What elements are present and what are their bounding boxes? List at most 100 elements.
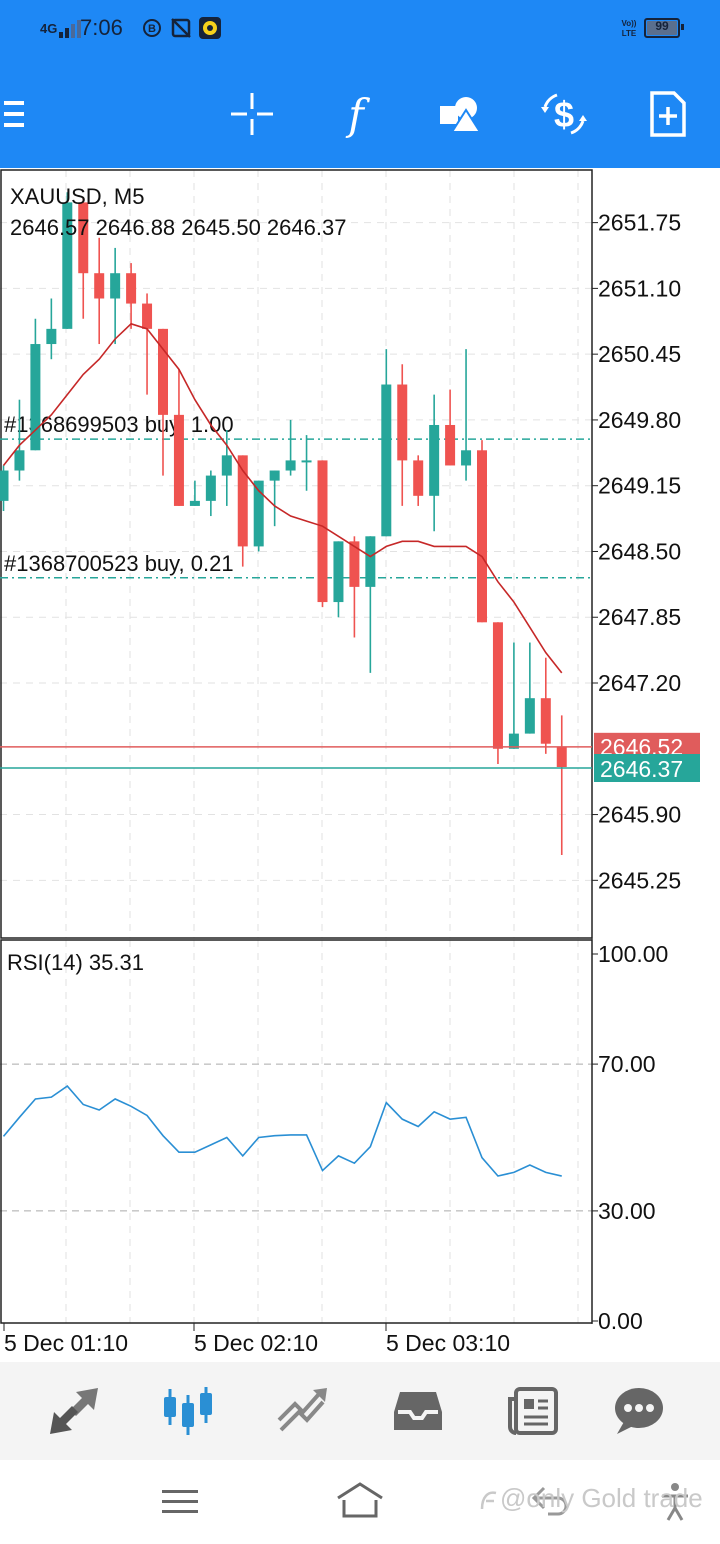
order-lines: #1368699503 buy, 1.00 #1368700523 buy, 0.… bbox=[0, 412, 592, 579]
candle-body bbox=[142, 303, 153, 329]
bid-price-label: 2646.37 bbox=[600, 756, 683, 782]
rsi-title: RSI(14) 35.31 bbox=[7, 950, 144, 975]
candle-body bbox=[285, 460, 296, 471]
rsi-line bbox=[2, 1085, 562, 1177]
time-tick-label: 5 Dec 01:10 bbox=[4, 1330, 128, 1356]
indicators-button[interactable]: f bbox=[326, 84, 386, 144]
candlesticks bbox=[0, 192, 567, 856]
rsi-tick-label: 100.00 bbox=[598, 941, 668, 967]
candle-body bbox=[349, 541, 360, 587]
volte-icon: Vo))LTE bbox=[622, 19, 637, 38]
b-badge-icon: B bbox=[143, 19, 161, 37]
candle-body bbox=[540, 698, 551, 744]
candle-body bbox=[301, 460, 312, 463]
symbol-timeframe: XAUUSD, M5 bbox=[10, 184, 144, 209]
candle-body bbox=[477, 450, 487, 623]
status-icons: B bbox=[142, 12, 222, 44]
rsi-tick-label: 30.00 bbox=[598, 1198, 656, 1224]
accessibility-icon[interactable] bbox=[660, 1482, 690, 1522]
price-tick-label: 2649.80 bbox=[598, 407, 681, 433]
candle-body bbox=[94, 273, 105, 299]
price-tick-label: 2651.75 bbox=[598, 210, 681, 236]
candle-body bbox=[253, 480, 264, 547]
svg-text:$: $ bbox=[554, 94, 574, 135]
newspaper-icon bbox=[508, 1387, 558, 1435]
price-tick-label: 2647.85 bbox=[598, 604, 681, 630]
price-tick-label: 2645.25 bbox=[598, 867, 681, 893]
menu-button[interactable] bbox=[0, 84, 30, 144]
price-tick-label: 2650.45 bbox=[598, 341, 681, 367]
candle-body bbox=[556, 746, 567, 767]
price-tick-label: 2648.50 bbox=[598, 538, 681, 564]
candle-body bbox=[221, 455, 232, 476]
time-tick-label: 5 Dec 02:10 bbox=[194, 1330, 318, 1356]
recents-menu-icon[interactable] bbox=[162, 1488, 198, 1516]
candle-body bbox=[381, 384, 392, 537]
svg-text:Vo)): Vo)) bbox=[622, 19, 637, 28]
candle-body bbox=[46, 328, 57, 345]
price-tick-label: 2651.10 bbox=[598, 275, 681, 301]
candle-body bbox=[78, 202, 89, 274]
candle-body bbox=[62, 202, 73, 329]
battery-icon: 99 bbox=[644, 18, 684, 38]
nav-trade[interactable] bbox=[268, 1380, 338, 1442]
candle-body bbox=[158, 328, 168, 415]
crosshair-button[interactable] bbox=[222, 84, 282, 144]
time-tick-label: 5 Dec 03:10 bbox=[386, 1330, 510, 1356]
quotes-arrows-icon bbox=[50, 1388, 98, 1434]
candle-body bbox=[110, 273, 121, 299]
objects-button[interactable] bbox=[430, 84, 490, 144]
price-tick-label: 2649.15 bbox=[598, 473, 681, 499]
nav-messages[interactable] bbox=[603, 1380, 673, 1442]
candle-body bbox=[317, 460, 328, 603]
svg-text:B: B bbox=[148, 23, 156, 35]
trade-trend-icon bbox=[277, 1388, 327, 1432]
moving-average-line bbox=[2, 322, 563, 674]
battery-indicator: 99 bbox=[644, 12, 684, 44]
symbols-button[interactable]: $ bbox=[534, 84, 594, 144]
candle-body bbox=[237, 455, 248, 547]
rsi-tick-label: 0.00 bbox=[598, 1308, 643, 1334]
objects-icon bbox=[440, 97, 482, 133]
candle-body bbox=[205, 475, 216, 501]
candle-body bbox=[524, 698, 535, 734]
price-scale: 2651.75 2651.10 2650.45 2649.80 2649.15 2648.… bbox=[592, 210, 681, 893]
candle-body bbox=[397, 384, 408, 461]
nav-history[interactable] bbox=[383, 1380, 453, 1442]
candle-body bbox=[126, 273, 137, 304]
app-notification-icon bbox=[199, 17, 221, 39]
chart-area[interactable]: #1368699503 buy, 1.00 #1368700523 buy, 0.… bbox=[0, 168, 720, 1362]
home-icon[interactable] bbox=[336, 1482, 384, 1518]
candle-body bbox=[30, 344, 41, 451]
volte-indicator: Vo)) LTE bbox=[618, 12, 640, 44]
no-sim-icon bbox=[171, 18, 191, 38]
candle-body bbox=[0, 470, 9, 501]
rsi-scale: 100.00 70.00 30.00 0.00 bbox=[592, 941, 668, 1334]
clock: 7:06 bbox=[80, 15, 123, 40]
candles-icon bbox=[164, 1387, 212, 1435]
nav-quotes[interactable] bbox=[39, 1380, 109, 1442]
candle-body bbox=[429, 424, 440, 496]
crosshair-icon bbox=[231, 93, 273, 135]
nav-chart[interactable] bbox=[153, 1380, 223, 1442]
time-scale: 5 Dec 01:10 5 Dec 02:10 5 Dec 03:10 bbox=[3, 1323, 510, 1356]
inbox-tray-icon bbox=[394, 1392, 442, 1430]
nav-news[interactable] bbox=[497, 1380, 567, 1442]
chat-bubble-icon bbox=[615, 1388, 663, 1434]
rsi-grid bbox=[0, 1063, 592, 1212]
rsi-pane-border bbox=[0, 939, 593, 1324]
candle-body bbox=[461, 450, 472, 466]
candle-body bbox=[365, 536, 376, 587]
new-order-button[interactable] bbox=[638, 84, 698, 144]
back-icon[interactable] bbox=[530, 1484, 570, 1518]
system-navigation-bar bbox=[0, 1460, 720, 1544]
symbols-icon: $ bbox=[541, 93, 587, 135]
candle-body bbox=[492, 622, 503, 749]
order-label: #1368699503 buy, 1.00 bbox=[4, 412, 234, 437]
candle-body bbox=[14, 450, 25, 471]
bottom-navigation bbox=[0, 1362, 720, 1460]
candle-body bbox=[333, 541, 344, 603]
watermark: @only Gold trade bbox=[478, 1483, 703, 1514]
watermark-logo-icon bbox=[480, 1491, 497, 1510]
